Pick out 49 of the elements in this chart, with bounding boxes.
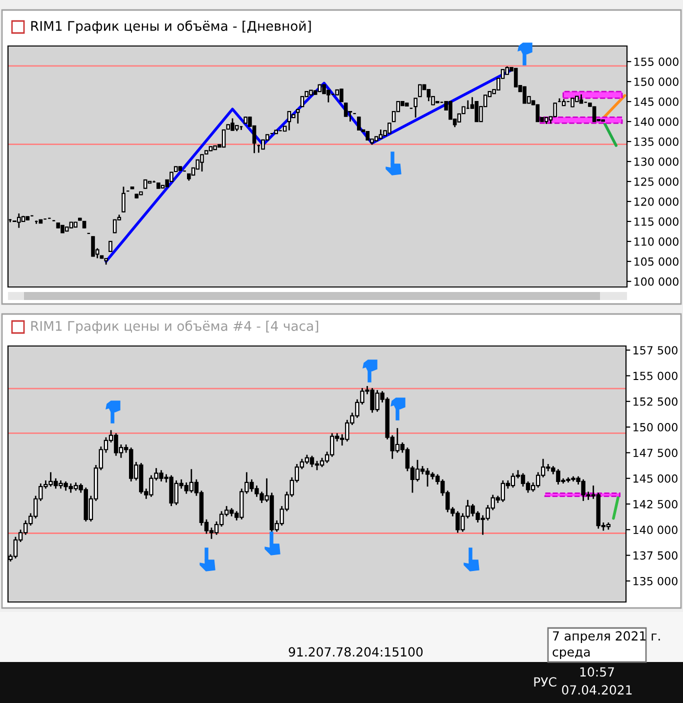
candlestick (16, 212, 21, 229)
text: 91.207.78.204:15100 (288, 647, 423, 657)
candlestick (344, 102, 348, 118)
candlestick (514, 67, 518, 88)
text: 07.04.2021 (562, 685, 632, 695)
y-tick-label: 147 500 (633, 448, 678, 458)
text: 7 апреля 2021 г. (553, 631, 660, 644)
y-tick-label: 135 000 (634, 137, 678, 146)
candlestick (357, 116, 361, 132)
candlestick (122, 186, 126, 213)
y-tick-label: 145 000 (633, 474, 678, 483)
y-tick-label: 100 000 (634, 277, 678, 286)
y-tick-label: 150 000 (634, 78, 678, 86)
y-tick-label: 157 500 (633, 346, 678, 354)
y-tick-label: 120 000 (634, 197, 678, 206)
y-tick-label: 140 000 (633, 526, 678, 534)
candlestick (222, 128, 226, 148)
y-tick-label: 137 500 (633, 551, 678, 560)
line-series (104, 68, 513, 263)
text: 10:57 (580, 667, 614, 677)
text: РУС (534, 677, 556, 687)
y-tick-label: 140 000 (634, 118, 678, 126)
y-tick-label: 145 000 (634, 98, 678, 106)
y-tick-label: 105 000 (634, 257, 678, 266)
candlestick (296, 108, 300, 124)
chart-title: RIM1 График цены и объёма #4 - [4 часа] (31, 320, 318, 334)
y-tick-label: 150 000 (633, 423, 678, 432)
y-tick-label: 130 000 (634, 157, 678, 166)
candlestick (108, 240, 112, 252)
y-tick-label: 115 000 (634, 217, 678, 226)
y-tick-label: 125 000 (634, 177, 678, 186)
candlestick (553, 102, 557, 118)
candlestick (592, 106, 596, 123)
candlestick (414, 97, 418, 118)
candlestick (474, 101, 479, 122)
candlestick (536, 104, 540, 123)
chart-title: RIM1 График цены и объёма - [Дневной] (31, 20, 311, 34)
y-tick-label: 152 500 (633, 397, 678, 406)
y-tick-label: 110 000 (634, 237, 678, 246)
candlestick (378, 128, 383, 140)
candlestick (418, 84, 422, 98)
candlestick (287, 110, 292, 132)
y-tick-label: 142 500 (633, 500, 678, 508)
y-tick-label: 155 000 (634, 58, 678, 66)
candlestick (426, 88, 431, 102)
y-tick-label: 155 000 (633, 372, 678, 380)
candlestick (366, 130, 370, 140)
y-tick-label: 135 000 (633, 576, 678, 586)
text: среда (552, 649, 590, 660)
